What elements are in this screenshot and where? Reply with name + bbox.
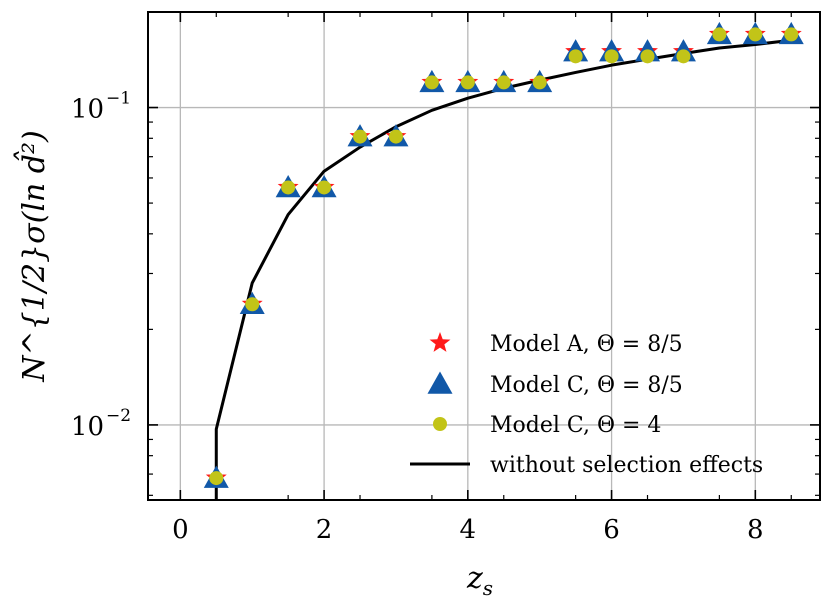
x-tick-label: 2 bbox=[316, 515, 333, 545]
circle-marker bbox=[496, 75, 511, 90]
y-tick-exponent: −2 bbox=[106, 406, 131, 426]
grid-lines bbox=[148, 12, 820, 500]
tick-labels: 0 2 4 6 810−110−2 bbox=[71, 89, 764, 545]
y-tick-label: 10 bbox=[71, 95, 104, 125]
circle-marker bbox=[460, 75, 475, 90]
y-axis-label: N^{1/2}σ(ln d̂²) bbox=[13, 130, 52, 382]
legend-triangle-marker bbox=[427, 371, 453, 394]
circle-marker bbox=[388, 129, 403, 144]
legend-circle-marker bbox=[433, 417, 447, 431]
legend-label-model-c-4: Model C, Θ = 4 bbox=[490, 413, 661, 438]
legend-entry-model-c-8-5: Model C, Θ = 8/5 bbox=[427, 371, 683, 398]
circle-marker bbox=[712, 27, 727, 42]
axis-ticks bbox=[148, 11, 820, 500]
legend-star-marker bbox=[429, 332, 451, 352]
circle-marker bbox=[676, 49, 691, 64]
circle-marker bbox=[209, 471, 224, 486]
circle-marker bbox=[748, 27, 763, 42]
legend-star-marker-icon bbox=[429, 332, 451, 352]
circle-marker bbox=[245, 297, 260, 312]
circle-marker bbox=[532, 75, 547, 90]
legend-label-model-c-8-5: Model C, Θ = 8/5 bbox=[490, 373, 683, 398]
legend-entry-no-selection: without selection effects bbox=[410, 453, 763, 478]
legend-entry-model-c-4: Model C, Θ = 4 bbox=[433, 413, 661, 438]
marker-layer bbox=[203, 21, 804, 488]
circle-marker bbox=[568, 49, 583, 64]
circle-marker bbox=[604, 49, 619, 64]
plot-frame bbox=[147, 11, 821, 501]
circle-marker bbox=[784, 27, 799, 42]
x-tick-label: 0 bbox=[172, 515, 189, 545]
y-tick-exponent: −1 bbox=[106, 89, 131, 109]
legend-label-model-a: Model A, Θ = 8/5 bbox=[490, 332, 683, 357]
x-tick-label: 4 bbox=[460, 515, 477, 545]
circle-marker bbox=[281, 180, 296, 195]
x-tick-label: 6 bbox=[603, 515, 620, 545]
y-tick-label: 10 bbox=[71, 412, 104, 442]
legend-triangle-marker-icon bbox=[427, 371, 453, 394]
circle-marker bbox=[424, 75, 439, 90]
circle-marker bbox=[353, 129, 368, 144]
circle-marker bbox=[317, 180, 332, 195]
x-tick-label: 8 bbox=[747, 515, 764, 545]
legend-circle-marker-icon bbox=[433, 417, 447, 431]
legend-label-no-selection: without selection effects bbox=[490, 453, 763, 478]
legend-entry-model-a: Model A, Θ = 8/5 bbox=[429, 332, 683, 357]
legend: Model A, Θ = 8/5 Model C, Θ = 8/5 Model … bbox=[410, 332, 763, 478]
circle-marker bbox=[640, 49, 655, 64]
x-axis-label: zs bbox=[466, 561, 493, 600]
